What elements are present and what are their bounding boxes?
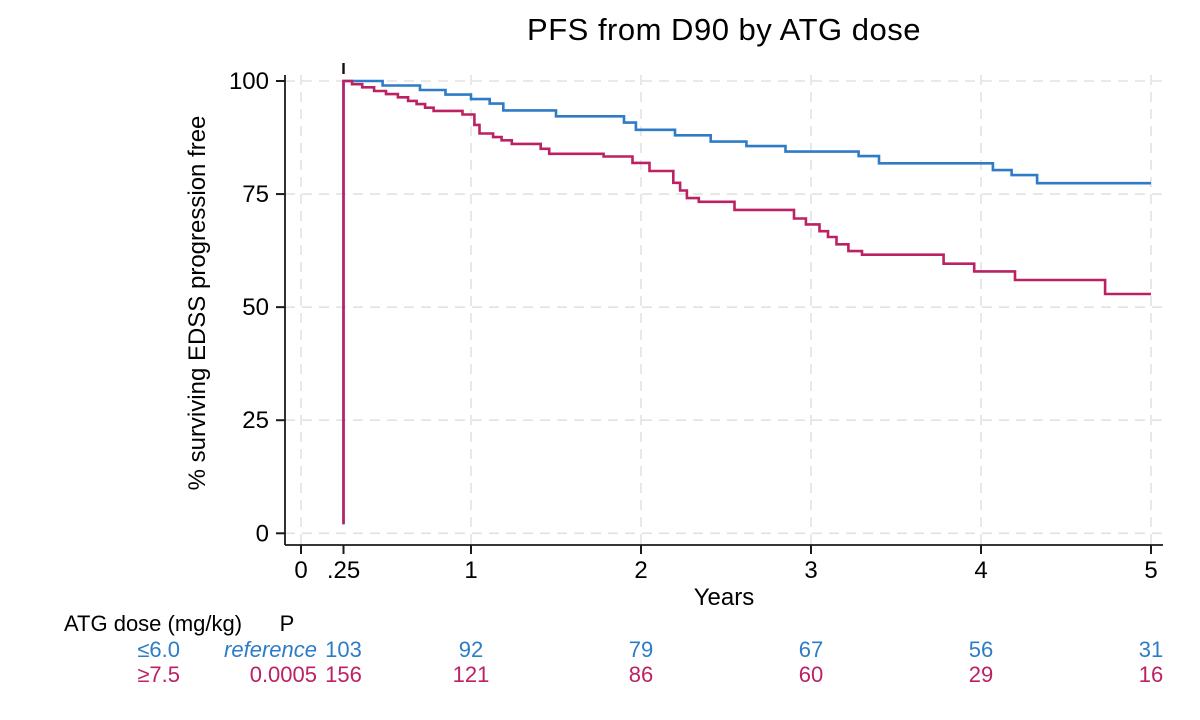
- risk-count: 31: [1138, 637, 1164, 662]
- x-tick-label: 0: [294, 557, 307, 584]
- risk-count: 121: [452, 662, 490, 687]
- y-tick-label: 75: [242, 181, 269, 208]
- risk-count: 92: [458, 637, 484, 662]
- chart-title: PFS from D90 by ATG dose: [527, 12, 921, 47]
- x-tick-label: .25: [327, 557, 360, 584]
- km-curve-high-dose: [342, 79, 1151, 525]
- risk-count: 56: [968, 637, 994, 662]
- y-tick-label: 0: [256, 520, 269, 547]
- x-tick-label: 5: [1144, 557, 1157, 584]
- risk-row-group-label: ≥7.5: [137, 662, 180, 687]
- x-tick-label: 4: [974, 557, 987, 584]
- risk-count: 60: [798, 662, 824, 687]
- risk-count: 67: [798, 637, 824, 662]
- risk-row-p-value: 0.0005: [249, 662, 317, 687]
- x-tick-label: 1: [464, 557, 477, 584]
- risk-count: 103: [325, 637, 362, 662]
- risk-table-p-header: P: [279, 611, 295, 636]
- risk-count: 79: [628, 637, 654, 662]
- risk-table-group-header: ATG dose (mg/kg): [64, 611, 243, 636]
- x-tick-label: 3: [804, 557, 817, 584]
- risk-count: 29: [968, 662, 994, 687]
- risk-row-group-label: ≤6.0: [137, 637, 180, 662]
- risk-count: 156: [325, 662, 362, 687]
- y-tick-label: 25: [242, 407, 269, 434]
- km-curve-low-dose: [342, 79, 1151, 525]
- risk-count: 16: [1138, 662, 1164, 687]
- risk-count: 86: [628, 662, 654, 687]
- x-axis-title: Years: [693, 584, 755, 611]
- y-tick-label: 100: [229, 68, 269, 95]
- y-tick-label: 50: [242, 294, 269, 321]
- risk-row-p-value: reference: [224, 637, 317, 662]
- x-tick-label: 2: [634, 557, 647, 584]
